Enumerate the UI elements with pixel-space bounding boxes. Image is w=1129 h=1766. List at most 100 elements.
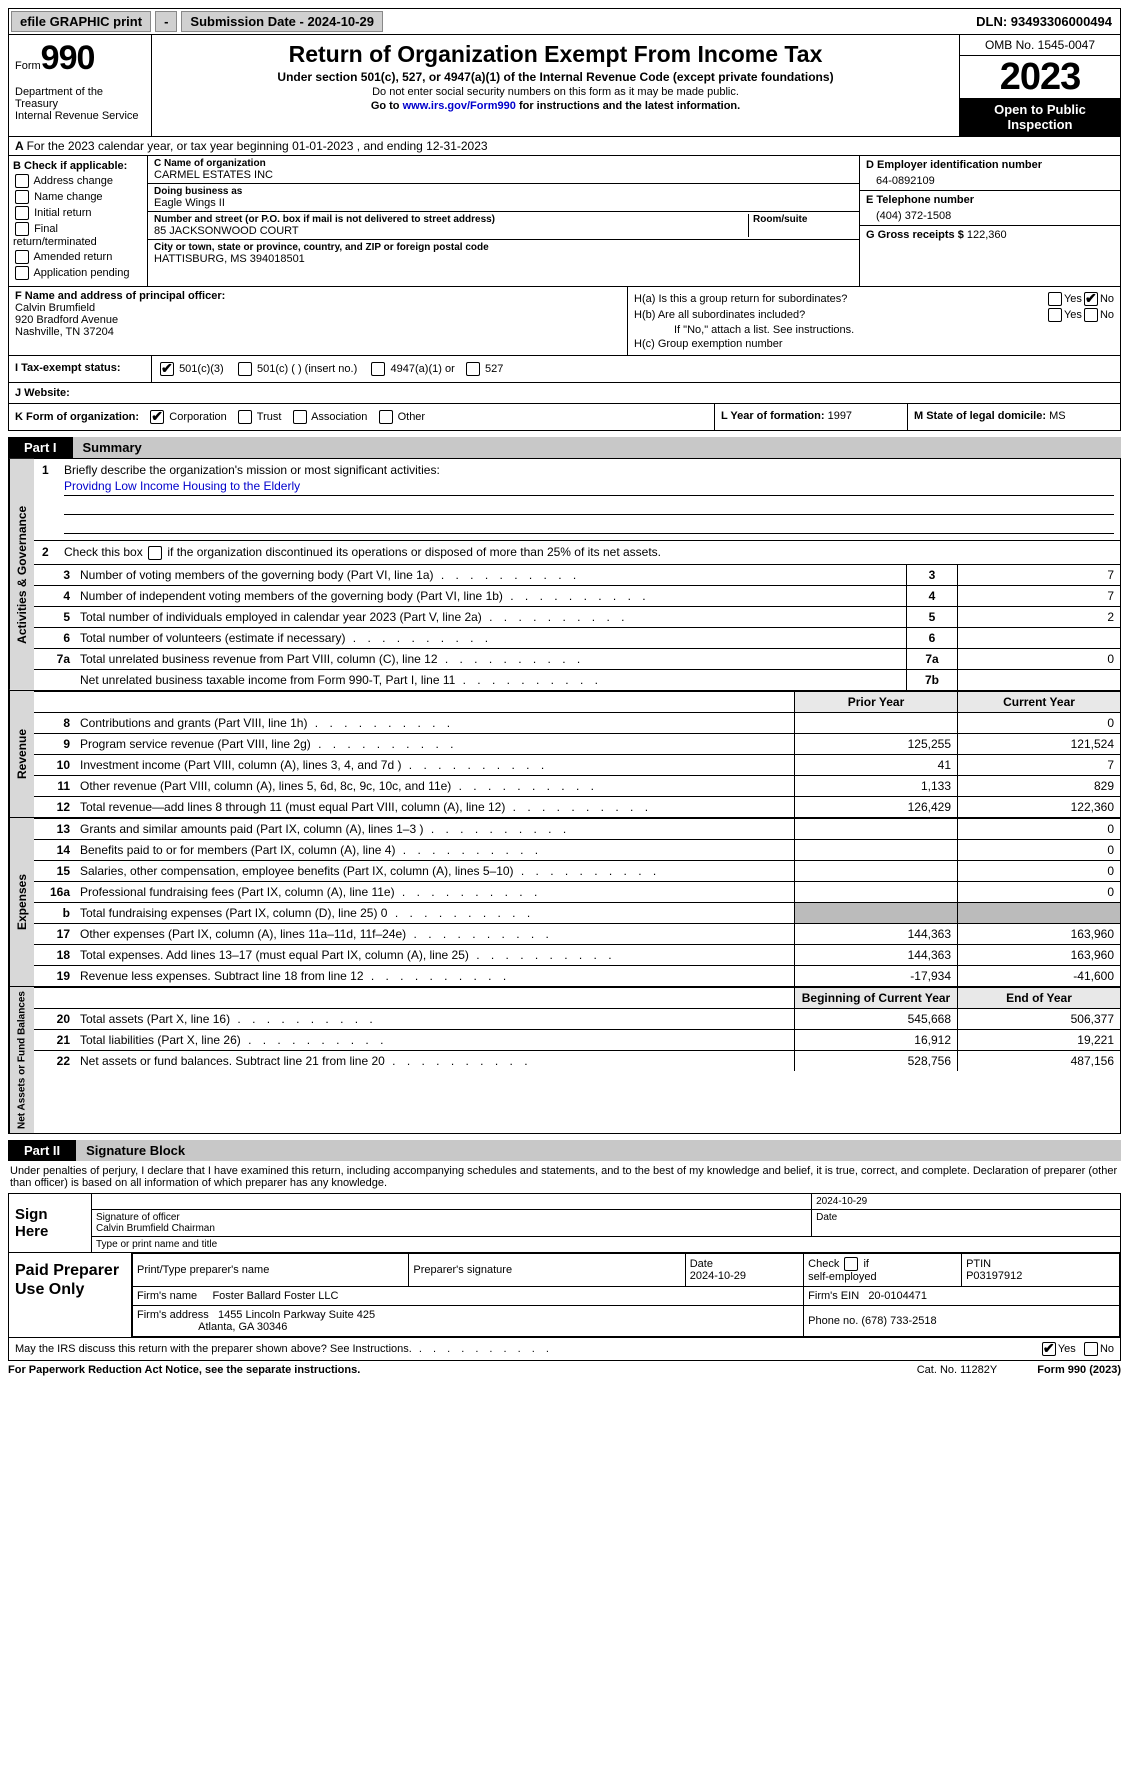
dba-label: Doing business as <box>154 186 853 197</box>
website-label: J Website: <box>8 383 1121 404</box>
prior-val: 528,756 <box>795 1050 958 1071</box>
prior-val: 41 <box>795 754 958 775</box>
hdr-end-year: End of Year <box>958 987 1121 1008</box>
line-text: Total liabilities (Part X, line 26) <box>74 1029 795 1050</box>
line-box: 4 <box>907 585 958 606</box>
line-box: 5 <box>907 606 958 627</box>
line-box: 6 <box>907 627 958 648</box>
type-name-label: Type or print name and title <box>92 1236 1120 1252</box>
line-text: Number of voting members of the governin… <box>74 564 907 585</box>
line-val: 2 <box>958 606 1121 627</box>
footer-left: For Paperwork Reduction Act Notice, see … <box>8 1364 877 1376</box>
line-text: Total number of individuals employed in … <box>74 606 907 627</box>
prior-val <box>795 860 958 881</box>
officer-addr2: Nashville, TN 37204 <box>15 326 621 338</box>
block-b-header: B Check if applicable: <box>13 160 143 172</box>
line-num: 6 <box>34 627 74 648</box>
line-num: 17 <box>34 923 74 944</box>
current-val: 0 <box>958 712 1121 733</box>
chk-4947[interactable] <box>371 362 385 376</box>
current-val: 122,360 <box>958 796 1121 817</box>
line-num: 18 <box>34 944 74 965</box>
chk-501c[interactable] <box>238 362 252 376</box>
line-num: 16a <box>34 881 74 902</box>
h-a-no[interactable] <box>1084 292 1098 306</box>
chk-trust[interactable] <box>238 410 252 424</box>
chk-initial-return[interactable] <box>15 206 29 220</box>
current-val: 19,221 <box>958 1029 1121 1050</box>
efile-print-button[interactable]: efile GRAPHIC print <box>11 11 151 32</box>
firm-phone: (678) 733-2518 <box>861 1315 936 1327</box>
side-tab-governance: Activities & Governance <box>9 459 34 690</box>
line-num: 10 <box>34 754 74 775</box>
h-a-yes[interactable] <box>1048 292 1062 306</box>
chk-527[interactable] <box>466 362 480 376</box>
goto-pre: Go to <box>371 100 403 112</box>
current-val: 7 <box>958 754 1121 775</box>
prior-val: 16,912 <box>795 1029 958 1050</box>
line-num: b <box>34 902 74 923</box>
current-val: 121,524 <box>958 733 1121 754</box>
hdr-begin-year: Beginning of Current Year <box>795 987 958 1008</box>
line-num: 21 <box>34 1029 74 1050</box>
gross-receipts-value: 122,360 <box>967 229 1007 241</box>
current-val: 829 <box>958 775 1121 796</box>
chk-amended[interactable] <box>15 250 29 264</box>
dash-button[interactable]: - <box>155 11 177 32</box>
prep-date: 2024-10-29 <box>690 1270 746 1282</box>
part-1-header: Part I Summary <box>8 437 1121 458</box>
current-val: 0 <box>958 839 1121 860</box>
form-header: Form990 Department of the Treasury Inter… <box>8 35 1121 137</box>
form-number: 990 <box>41 39 95 77</box>
chk-corp[interactable] <box>150 410 164 424</box>
officer-label: F Name and address of principal officer: <box>15 290 621 302</box>
h-b-yes[interactable] <box>1048 308 1062 322</box>
dba-value: Eagle Wings II <box>154 197 853 209</box>
sign-here-label: Sign Here <box>9 1194 92 1252</box>
ein-label: D Employer identification number <box>866 159 1114 171</box>
room-label: Room/suite <box>753 214 853 225</box>
prior-val: 144,363 <box>795 944 958 965</box>
chk-other[interactable] <box>379 410 393 424</box>
current-val: 487,156 <box>958 1050 1121 1071</box>
line-val: 7 <box>958 585 1121 606</box>
line-text: Net unrelated business taxable income fr… <box>74 669 907 690</box>
prior-val <box>795 881 958 902</box>
discuss-no[interactable] <box>1084 1342 1098 1356</box>
chk-assoc[interactable] <box>293 410 307 424</box>
prep-sig-label: Preparer's signature <box>409 1253 685 1286</box>
chk-discontinued[interactable] <box>148 546 162 560</box>
chk-app-pending[interactable] <box>15 266 29 280</box>
chk-self-employed[interactable] <box>844 1257 858 1271</box>
line-text: Investment income (Part VIII, column (A)… <box>74 754 795 775</box>
line-text: Total assets (Part X, line 16) <box>74 1008 795 1029</box>
mission-label: Briefly describe the organization's miss… <box>64 463 440 477</box>
line-box: 3 <box>907 564 958 585</box>
top-bar: efile GRAPHIC print - Submission Date - … <box>8 8 1121 35</box>
org-name: CARMEL ESTATES INC <box>154 169 853 181</box>
prior-val: 144,363 <box>795 923 958 944</box>
line-num: 4 <box>34 585 74 606</box>
chk-501c3[interactable] <box>160 362 174 376</box>
prior-val: -17,934 <box>795 965 958 986</box>
prior-val <box>795 818 958 839</box>
chk-final-return[interactable] <box>15 222 29 236</box>
street-value: 85 JACKSONWOOD COURT <box>154 225 748 237</box>
irs-link[interactable]: www.irs.gov/Form990 <box>403 100 516 112</box>
state-domicile: MS <box>1049 410 1066 422</box>
footer-form: Form 990 (2023) <box>1037 1364 1121 1376</box>
submission-date-button[interactable]: Submission Date - 2024-10-29 <box>181 11 383 32</box>
paid-preparer-label: Paid Preparer Use Only <box>9 1253 132 1337</box>
chk-address-change[interactable] <box>15 174 29 188</box>
discuss-yes[interactable] <box>1042 1342 1056 1356</box>
prior-val: 1,133 <box>795 775 958 796</box>
h-b-no[interactable] <box>1084 308 1098 322</box>
side-tab-net-assets: Net Assets or Fund Balances <box>9 987 34 1133</box>
line-num: 12 <box>34 796 74 817</box>
form-subtitle: Under section 501(c), 527, or 4947(a)(1)… <box>160 70 951 84</box>
line-text: Contributions and grants (Part VIII, lin… <box>74 712 795 733</box>
chk-name-change[interactable] <box>15 190 29 204</box>
line-box: 7a <box>907 648 958 669</box>
line-text: Salaries, other compensation, employee b… <box>74 860 795 881</box>
current-val: 0 <box>958 818 1121 839</box>
